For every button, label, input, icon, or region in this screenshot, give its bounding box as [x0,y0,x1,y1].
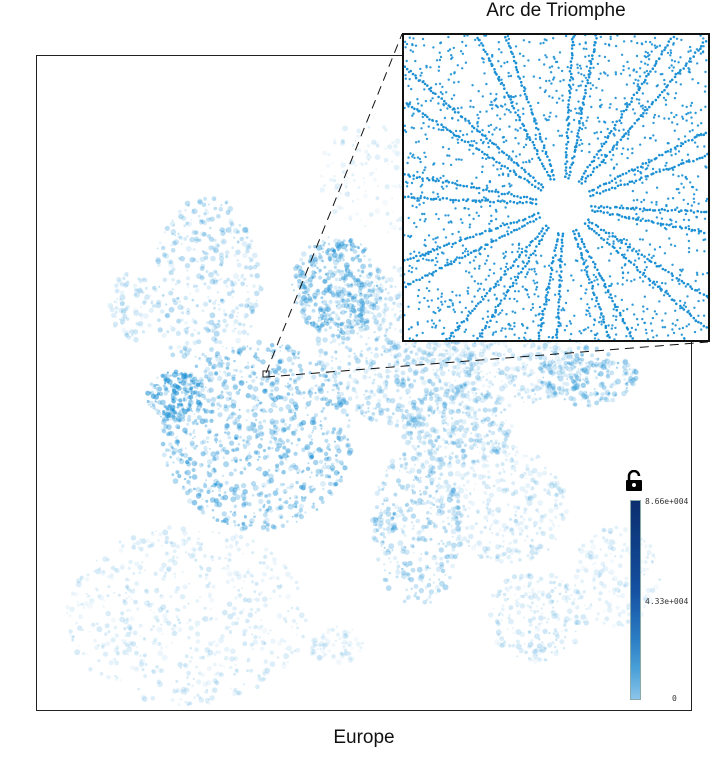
colorbar-mid-label: 4.33e+004 [645,597,689,606]
inset-point-cloud [404,35,708,340]
unlocked-padlock-icon[interactable] [623,469,645,492]
colorbar [630,500,641,700]
colorbar-max-label: 8.66e+004 [645,497,689,506]
inset-title: Arc de Triomphe [486,0,626,21]
inset-zoom-panel[interactable] [402,33,710,342]
colorbar-min-label: 0 [672,694,677,703]
main-title: Europe [333,727,395,748]
